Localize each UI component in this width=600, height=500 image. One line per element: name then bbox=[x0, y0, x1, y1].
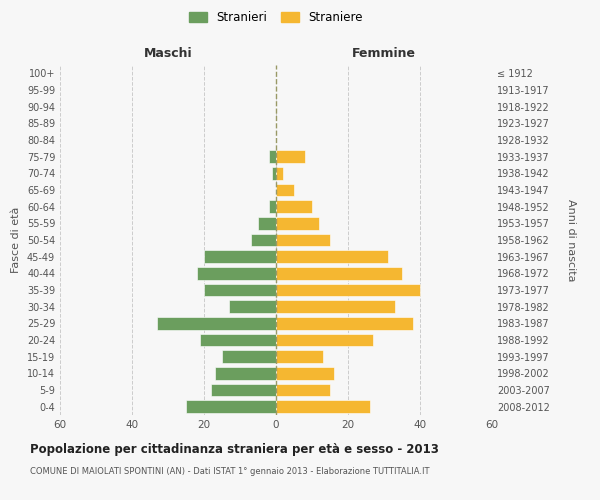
Text: COMUNE DI MAIOLATI SPONTINI (AN) - Dati ISTAT 1° gennaio 2013 - Elaborazione TUT: COMUNE DI MAIOLATI SPONTINI (AN) - Dati … bbox=[30, 468, 430, 476]
Bar bbox=[276, 150, 305, 163]
Bar bbox=[215, 367, 276, 380]
Bar bbox=[276, 334, 373, 346]
Bar bbox=[251, 234, 276, 246]
Bar bbox=[204, 284, 276, 296]
Text: Maschi: Maschi bbox=[143, 47, 193, 60]
Bar bbox=[229, 300, 276, 313]
Text: Popolazione per cittadinanza straniera per età e sesso - 2013: Popolazione per cittadinanza straniera p… bbox=[30, 442, 439, 456]
Bar bbox=[157, 317, 276, 330]
Bar bbox=[272, 167, 276, 179]
Bar bbox=[276, 350, 323, 363]
Legend: Stranieri, Straniere: Stranieri, Straniere bbox=[185, 8, 367, 28]
Bar bbox=[204, 250, 276, 263]
Bar bbox=[276, 184, 294, 196]
Bar bbox=[276, 200, 312, 213]
Bar bbox=[258, 217, 276, 230]
Bar bbox=[276, 317, 413, 330]
Bar bbox=[211, 384, 276, 396]
Bar bbox=[276, 267, 402, 280]
Bar bbox=[276, 234, 330, 246]
Bar bbox=[276, 167, 283, 179]
Bar bbox=[269, 200, 276, 213]
Bar bbox=[197, 267, 276, 280]
Bar bbox=[276, 217, 319, 230]
Bar bbox=[186, 400, 276, 413]
Y-axis label: Anni di nascita: Anni di nascita bbox=[566, 198, 577, 281]
Bar bbox=[276, 367, 334, 380]
Bar bbox=[200, 334, 276, 346]
Y-axis label: Fasce di età: Fasce di età bbox=[11, 207, 21, 273]
Bar bbox=[269, 150, 276, 163]
Bar bbox=[276, 400, 370, 413]
Text: Femmine: Femmine bbox=[352, 47, 416, 60]
Bar bbox=[222, 350, 276, 363]
Bar bbox=[276, 300, 395, 313]
Bar bbox=[276, 384, 330, 396]
Bar bbox=[276, 250, 388, 263]
Bar bbox=[276, 284, 420, 296]
